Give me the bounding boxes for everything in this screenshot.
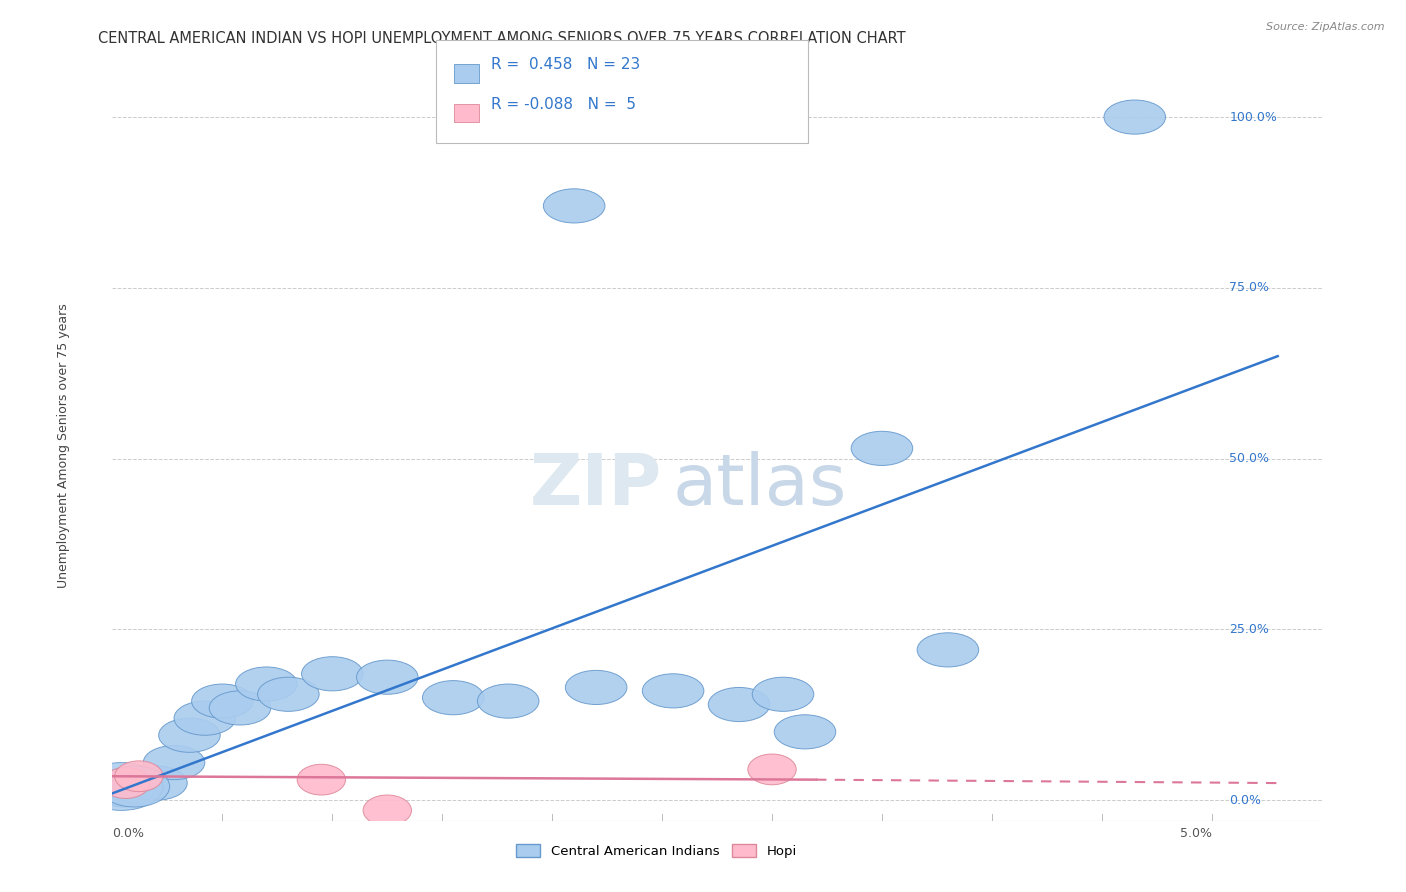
- Legend: Central American Indians, Hopi: Central American Indians, Hopi: [510, 838, 803, 863]
- Text: R =  0.458   N = 23: R = 0.458 N = 23: [491, 57, 640, 71]
- Ellipse shape: [297, 764, 346, 795]
- Ellipse shape: [478, 684, 538, 718]
- Ellipse shape: [143, 746, 205, 780]
- Text: 5.0%: 5.0%: [1180, 828, 1212, 840]
- Ellipse shape: [851, 432, 912, 466]
- Text: 25.0%: 25.0%: [1229, 623, 1270, 636]
- Text: CENTRAL AMERICAN INDIAN VS HOPI UNEMPLOYMENT AMONG SENIORS OVER 75 YEARS CORRELA: CENTRAL AMERICAN INDIAN VS HOPI UNEMPLOY…: [98, 31, 905, 46]
- Text: 0.0%: 0.0%: [1229, 794, 1261, 806]
- Ellipse shape: [752, 677, 814, 711]
- Ellipse shape: [159, 718, 221, 752]
- Ellipse shape: [93, 772, 155, 807]
- Text: 100.0%: 100.0%: [1229, 111, 1277, 124]
- Ellipse shape: [80, 763, 163, 811]
- Ellipse shape: [209, 691, 271, 725]
- Text: 0.0%: 0.0%: [112, 828, 145, 840]
- Ellipse shape: [301, 657, 363, 691]
- Ellipse shape: [643, 673, 704, 708]
- Text: Unemployment Among Seniors over 75 years: Unemployment Among Seniors over 75 years: [56, 303, 70, 589]
- Ellipse shape: [917, 632, 979, 667]
- Ellipse shape: [775, 714, 835, 749]
- Ellipse shape: [543, 189, 605, 223]
- Ellipse shape: [1104, 100, 1166, 134]
- Ellipse shape: [236, 667, 297, 701]
- Ellipse shape: [174, 701, 236, 735]
- Ellipse shape: [565, 671, 627, 705]
- Text: 50.0%: 50.0%: [1229, 452, 1270, 465]
- Text: R = -0.088   N =  5: R = -0.088 N = 5: [491, 97, 636, 112]
- Ellipse shape: [422, 681, 484, 714]
- Text: ZIP: ZIP: [530, 451, 662, 520]
- Ellipse shape: [101, 768, 150, 798]
- Ellipse shape: [257, 677, 319, 711]
- Ellipse shape: [748, 754, 796, 785]
- Ellipse shape: [115, 761, 163, 791]
- Ellipse shape: [363, 795, 412, 826]
- Ellipse shape: [100, 766, 170, 807]
- Ellipse shape: [357, 660, 418, 694]
- Ellipse shape: [125, 766, 187, 800]
- Ellipse shape: [709, 688, 770, 722]
- Text: atlas: atlas: [673, 451, 848, 520]
- Text: Source: ZipAtlas.com: Source: ZipAtlas.com: [1267, 22, 1385, 32]
- Text: 75.0%: 75.0%: [1229, 281, 1270, 294]
- Ellipse shape: [191, 684, 253, 718]
- Ellipse shape: [108, 770, 170, 804]
